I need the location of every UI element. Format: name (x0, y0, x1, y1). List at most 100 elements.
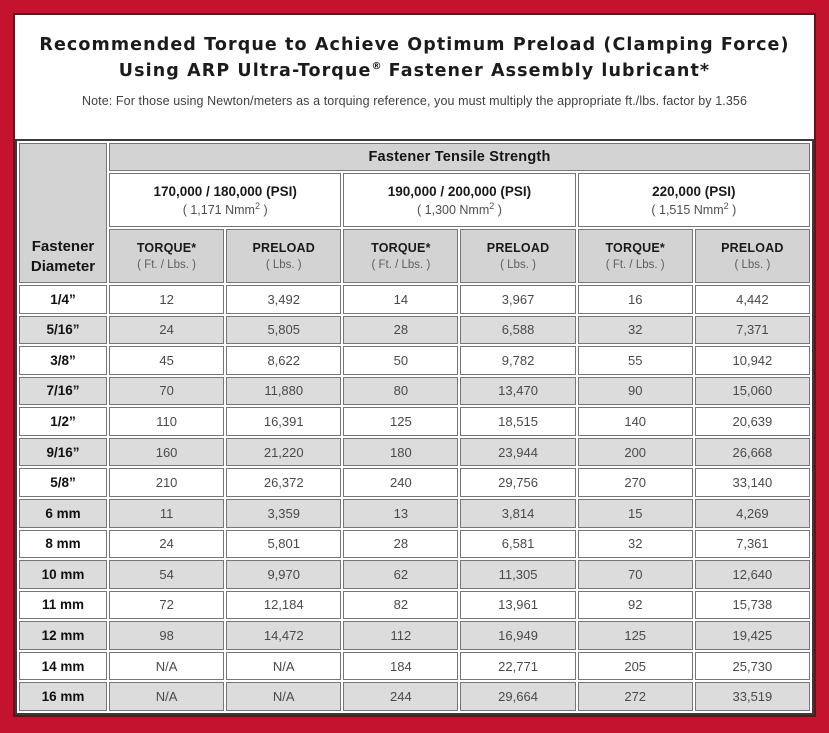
nmm-label: ( 1,515 Nmm2 ) (651, 200, 737, 217)
value-cell: 21,220 (226, 437, 342, 467)
value-cell: 29,664 (460, 682, 576, 711)
fastener-diameter-cell: 7/16” (19, 376, 107, 406)
torque-unit: ( Ft. / Lbs. ) (137, 259, 196, 271)
value-cell: 24 (109, 529, 225, 559)
value-cell: 9,782 (460, 346, 576, 375)
psi-group-header-row: 170,000 / 180,000 (PSI) ( 1,171 Nmm2 ) 1… (19, 173, 810, 227)
value-cell: 32 (577, 529, 693, 559)
value-cell: 16 (577, 285, 693, 314)
value-cell: 7,371 (694, 315, 810, 345)
value-cell: 240 (343, 468, 459, 497)
table-body: 1/4” 12 3,492 14 3,967 16 4,442 5/16” 24… (19, 285, 810, 711)
registered-trademark-symbol: ® (371, 61, 382, 73)
value-cell: 4,269 (694, 498, 810, 528)
value-cell: 19,425 (694, 621, 810, 650)
value-cell: 13 (343, 498, 459, 528)
fastener-diameter-corner-cell: Fastener Diameter (19, 143, 107, 283)
psi-label: 170,000 / 180,000 (PSI) (153, 183, 297, 199)
preload-column-header: PRELOAD ( Lbs. ) (226, 229, 342, 283)
value-cell: 90 (577, 376, 693, 406)
value-cell: 184 (343, 651, 459, 681)
value-cell: 125 (577, 621, 693, 650)
value-cell: 45 (109, 346, 225, 375)
value-cell: 15,060 (694, 376, 810, 406)
value-cell: 25,730 (694, 651, 810, 681)
value-cell: 3,492 (226, 285, 342, 314)
psi-label: 220,000 (PSI) (652, 183, 736, 199)
psi-group-170-180: 170,000 / 180,000 (PSI) ( 1,171 Nmm2 ) (109, 173, 342, 227)
value-cell: 14 (343, 285, 459, 314)
title-line-2-text-after: Fastener Assembly lubricant* (381, 61, 711, 82)
torque-unit: ( Ft. / Lbs. ) (371, 259, 431, 271)
value-cell: N/A (109, 651, 225, 681)
psi-group-190-200: 190,000 / 200,000 (PSI) ( 1,300 Nmm2 ) (343, 173, 576, 227)
value-cell: 3,359 (226, 498, 342, 528)
value-cell: 205 (577, 651, 693, 681)
nmm-label: ( 1,171 Nmm2 ) (182, 200, 268, 217)
value-cell: N/A (226, 682, 342, 711)
corner-label-line-2: Diameter (30, 257, 96, 275)
torque-label: TORQUE* (371, 241, 431, 255)
table-row: 10 mm 54 9,970 62 11,305 70 12,640 (19, 560, 810, 589)
table-row: 6 mm 11 3,359 13 3,814 15 4,269 (19, 498, 810, 528)
torque-column-header: TORQUE* ( Ft. / Lbs. ) (109, 229, 225, 283)
value-cell: 16,949 (460, 621, 576, 650)
corner-label-line-1: Fastener (31, 238, 95, 255)
value-cell: 55 (577, 346, 693, 375)
value-cell: 244 (343, 682, 459, 711)
torque-table-wrap: Fastener Diameter Fastener Tensile Stren… (15, 139, 814, 715)
value-cell: 23,944 (460, 437, 576, 467)
fastener-diameter-cell: 5/8” (19, 468, 107, 497)
table-row: 12 mm 98 14,472 112 16,949 125 19,425 (19, 621, 810, 650)
value-cell: 33,140 (694, 468, 810, 497)
title-block: Recommended Torque to Achieve Optimum Pr… (15, 15, 814, 139)
table-row: 5/16” 24 5,805 28 6,588 32 7,371 (19, 315, 810, 345)
value-cell: 110 (109, 407, 225, 436)
value-cell: 112 (343, 621, 459, 650)
value-cell: 140 (577, 407, 693, 436)
value-cell: 62 (343, 560, 459, 589)
value-cell: 70 (109, 376, 225, 406)
fastener-diameter-cell: 1/2” (19, 407, 107, 436)
value-cell: 5,801 (226, 529, 342, 559)
value-cell: 18,515 (460, 407, 576, 436)
table-row: 11 mm 72 12,184 82 13,961 92 15,738 (19, 590, 810, 620)
torque-label: TORQUE* (136, 241, 197, 255)
fastener-diameter-cell: 11 mm (19, 590, 107, 620)
value-cell: 92 (577, 590, 693, 620)
value-cell: 82 (343, 590, 459, 620)
preload-unit: ( Lbs. ) (265, 259, 302, 271)
value-cell: 6,581 (460, 529, 576, 559)
torque-column-header: TORQUE* ( Ft. / Lbs. ) (577, 229, 693, 283)
value-cell: 5,805 (226, 315, 342, 345)
fastener-diameter-cell: 3/8” (19, 346, 107, 375)
value-cell: 15 (577, 498, 693, 528)
psi-label: 190,000 / 200,000 (PSI) (387, 183, 532, 199)
value-cell: 13,470 (460, 376, 576, 406)
page-title-line-1: Recommended Torque to Achieve Optimum Pr… (39, 35, 790, 55)
value-cell: 80 (343, 376, 459, 406)
preload-unit: ( Lbs. ) (500, 259, 536, 271)
fastener-diameter-cell: 6 mm (19, 498, 107, 528)
value-cell: 16,391 (226, 407, 342, 436)
table-row: 5/8” 210 26,372 240 29,756 270 33,140 (19, 468, 810, 497)
torque-column-header: TORQUE* ( Ft. / Lbs. ) (343, 229, 459, 283)
value-cell: 11 (109, 498, 225, 528)
value-cell: 3,814 (460, 498, 576, 528)
table-row: 14 mm N/A N/A 184 22,771 205 25,730 (19, 651, 810, 681)
preload-unit: ( Lbs. ) (734, 259, 771, 271)
table-row: 3/8” 45 8,622 50 9,782 55 10,942 (19, 346, 810, 375)
fastener-diameter-cell: 14 mm (19, 651, 107, 681)
value-cell: 24 (109, 315, 225, 345)
tensile-strength-header-row: Fastener Diameter Fastener Tensile Stren… (19, 143, 810, 283)
value-cell: 9,970 (226, 560, 342, 589)
value-cell: 4,442 (694, 285, 810, 314)
value-cell: 22,771 (460, 651, 576, 681)
value-cell: 200 (577, 437, 693, 467)
preload-label: PRELOAD (486, 241, 550, 255)
table-row: 1/2” 110 16,391 125 18,515 140 20,639 (19, 407, 810, 436)
value-cell: 26,372 (226, 468, 342, 497)
table-row: 7/16” 70 11,880 80 13,470 90 15,060 (19, 376, 810, 406)
value-cell: 32 (577, 315, 693, 345)
